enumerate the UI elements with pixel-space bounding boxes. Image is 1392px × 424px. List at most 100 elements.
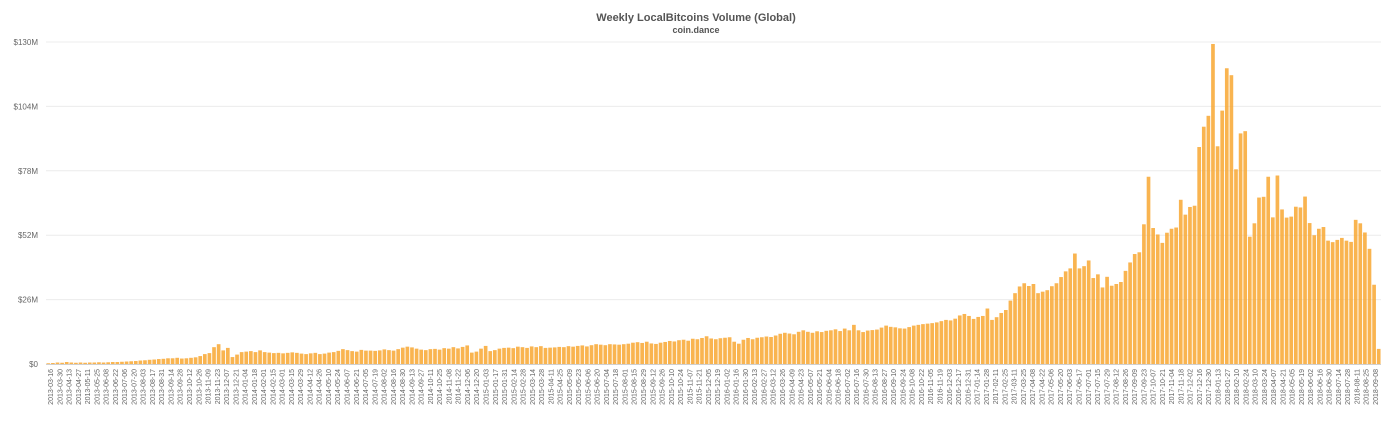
bar — [225, 347, 230, 364]
bar — [419, 349, 424, 364]
bar — [175, 357, 180, 364]
bar — [184, 358, 189, 364]
x-tick-label: 2017-12-02 — [1188, 369, 1195, 405]
bar — [364, 350, 368, 364]
x-tick-label: 2017-03-11 — [1012, 369, 1019, 404]
bar — [865, 330, 870, 364]
x-tick-label: 2018-07-28 — [1345, 369, 1352, 405]
bar — [681, 339, 686, 364]
x-tick-label: 2014-12-06 — [465, 369, 472, 405]
bar — [764, 336, 769, 364]
x-tick-label: 2018-04-07 — [1271, 369, 1278, 405]
x-tick-label: 2017-05-20 — [1058, 369, 1065, 405]
x-tick-label: 2014-03-01 — [280, 369, 287, 405]
x-tick-label: 2017-08-26 — [1123, 369, 1130, 405]
bar — [695, 339, 700, 364]
x-tick-label: 2013-07-06 — [122, 369, 129, 405]
bar — [1275, 175, 1280, 364]
bar — [1317, 228, 1321, 364]
bar — [216, 344, 221, 364]
bar — [446, 348, 451, 364]
bar — [548, 347, 552, 364]
y-tick-label: $0 — [29, 360, 38, 369]
bar — [345, 350, 350, 364]
bar — [598, 344, 603, 364]
x-tick-label: 2017-07-15 — [1095, 369, 1102, 405]
bar — [921, 324, 925, 364]
bar — [704, 336, 709, 364]
x-tick-label: 2016-01-30 — [743, 369, 750, 405]
bar — [492, 350, 497, 364]
bar — [1344, 240, 1349, 364]
bar — [1086, 260, 1091, 364]
bar — [741, 339, 746, 364]
bar — [308, 353, 313, 364]
bar — [193, 357, 198, 364]
bar — [806, 331, 810, 364]
x-tick-label: 2015-02-14 — [511, 369, 518, 405]
x-tick-label: 2018-07-14 — [1336, 369, 1343, 405]
x-tick-label: 2016-11-05 — [928, 369, 935, 404]
bar — [143, 360, 147, 364]
bar — [414, 348, 419, 364]
bar — [787, 333, 792, 364]
bar — [1243, 131, 1248, 364]
x-tick-label: 2017-06-03 — [1067, 369, 1074, 405]
x-tick-label: 2013-05-11 — [85, 369, 92, 404]
bar — [299, 353, 304, 364]
bar — [999, 312, 1004, 364]
x-tick-label: 2014-07-19 — [372, 369, 379, 405]
x-tick-label: 2014-09-13 — [409, 369, 416, 405]
x-tick-label: 2016-10-22 — [919, 369, 926, 405]
bar — [930, 323, 934, 364]
bar — [580, 345, 585, 364]
bar — [1353, 219, 1358, 364]
x-tick-label: 2016-05-21 — [817, 369, 824, 405]
x-tick-label: 2015-03-28 — [539, 369, 546, 405]
y-tick-label: $78M — [18, 167, 38, 176]
bar — [1068, 268, 1073, 364]
bar — [833, 329, 838, 364]
x-tick-label: 2013-11-23 — [215, 369, 222, 404]
bar — [1105, 276, 1109, 364]
x-tick-label: 2013-04-27 — [76, 369, 83, 405]
bar — [1174, 227, 1178, 364]
bar — [608, 344, 612, 364]
bar — [1022, 283, 1027, 364]
bar — [967, 315, 971, 364]
x-tick-label: 2013-09-14 — [168, 369, 175, 405]
x-tick-label: 2014-01-04 — [243, 369, 250, 405]
bar — [152, 359, 157, 364]
bar — [631, 342, 635, 364]
bar — [750, 339, 755, 364]
bar — [1123, 270, 1128, 364]
x-tick-label: 2015-04-25 — [558, 369, 565, 405]
bar — [1303, 196, 1307, 364]
bar — [1050, 286, 1054, 364]
bar — [649, 343, 654, 364]
x-tick-label: 2014-03-15 — [289, 369, 296, 405]
bar — [1293, 206, 1298, 364]
bar — [539, 346, 543, 364]
bar — [1215, 146, 1220, 364]
bar — [1188, 206, 1192, 364]
bar — [124, 361, 129, 364]
x-tick-label: 2014-03-29 — [298, 369, 305, 405]
bar — [239, 352, 244, 364]
bar — [179, 358, 184, 364]
x-tick-label: 2015-08-15 — [632, 369, 639, 405]
bar — [423, 350, 428, 364]
x-tick-label: 2015-01-31 — [502, 369, 509, 405]
bar — [1257, 197, 1261, 364]
x-tick-label: 2015-06-06 — [585, 369, 592, 405]
bar — [198, 356, 203, 364]
bar — [1289, 216, 1294, 364]
x-tick-label: 2015-05-09 — [567, 369, 574, 405]
x-tick-label: 2018-03-10 — [1253, 369, 1260, 405]
bar — [1169, 228, 1174, 364]
bar — [1238, 133, 1243, 364]
bar — [290, 352, 295, 364]
bar — [934, 322, 939, 364]
bar — [483, 345, 488, 364]
x-tick-label: 2017-12-16 — [1197, 369, 1204, 405]
